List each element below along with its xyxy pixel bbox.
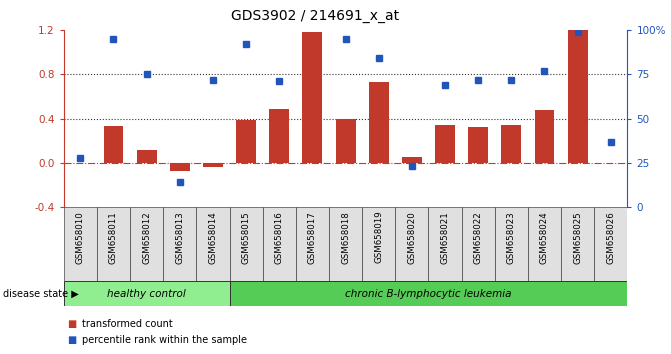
- Bar: [468, 127, 488, 163]
- Text: healthy control: healthy control: [107, 289, 186, 299]
- Bar: [561, 207, 595, 281]
- Bar: [568, 30, 588, 163]
- Text: ■: ■: [67, 319, 76, 329]
- Bar: [269, 109, 289, 163]
- Bar: [197, 207, 229, 281]
- Bar: [435, 125, 455, 163]
- Bar: [130, 207, 163, 281]
- Bar: [163, 207, 197, 281]
- Bar: [528, 207, 561, 281]
- Text: GSM658017: GSM658017: [308, 211, 317, 264]
- Text: GSM658014: GSM658014: [209, 211, 217, 264]
- Bar: [329, 207, 362, 281]
- Bar: [369, 82, 389, 163]
- Bar: [97, 207, 130, 281]
- Bar: [137, 149, 156, 163]
- Bar: [64, 281, 229, 306]
- Bar: [262, 207, 296, 281]
- Bar: [303, 32, 322, 163]
- Text: GSM658010: GSM658010: [76, 211, 85, 264]
- Bar: [595, 207, 627, 281]
- Text: transformed count: transformed count: [82, 319, 172, 329]
- Bar: [501, 125, 521, 163]
- Bar: [229, 281, 627, 306]
- Text: GSM658026: GSM658026: [607, 211, 615, 264]
- Bar: [236, 120, 256, 163]
- Text: GSM658013: GSM658013: [175, 211, 185, 264]
- Text: GSM658023: GSM658023: [507, 211, 516, 264]
- Bar: [64, 207, 97, 281]
- Bar: [203, 163, 223, 167]
- Bar: [103, 126, 123, 163]
- Bar: [362, 207, 395, 281]
- Bar: [495, 207, 528, 281]
- Text: GSM658024: GSM658024: [540, 211, 549, 264]
- Text: GSM658016: GSM658016: [274, 211, 284, 264]
- Text: disease state ▶: disease state ▶: [3, 289, 79, 299]
- Bar: [336, 119, 356, 163]
- Text: GSM658019: GSM658019: [374, 211, 383, 263]
- Text: ■: ■: [67, 335, 76, 345]
- Bar: [402, 157, 422, 163]
- Text: chronic B-lymphocytic leukemia: chronic B-lymphocytic leukemia: [345, 289, 512, 299]
- Text: GSM658025: GSM658025: [573, 211, 582, 264]
- Text: GDS3902 / 214691_x_at: GDS3902 / 214691_x_at: [231, 9, 399, 23]
- Text: GSM658011: GSM658011: [109, 211, 118, 264]
- Text: GSM658020: GSM658020: [407, 211, 417, 264]
- Bar: [462, 207, 495, 281]
- Bar: [296, 207, 329, 281]
- Text: GSM658021: GSM658021: [441, 211, 450, 264]
- Text: GSM658018: GSM658018: [341, 211, 350, 264]
- Text: GSM658015: GSM658015: [242, 211, 250, 264]
- Bar: [535, 110, 554, 163]
- Bar: [229, 207, 262, 281]
- Text: GSM658022: GSM658022: [474, 211, 482, 264]
- Text: percentile rank within the sample: percentile rank within the sample: [82, 335, 247, 345]
- Text: GSM658012: GSM658012: [142, 211, 151, 264]
- Bar: [170, 163, 190, 171]
- Bar: [395, 207, 429, 281]
- Bar: [429, 207, 462, 281]
